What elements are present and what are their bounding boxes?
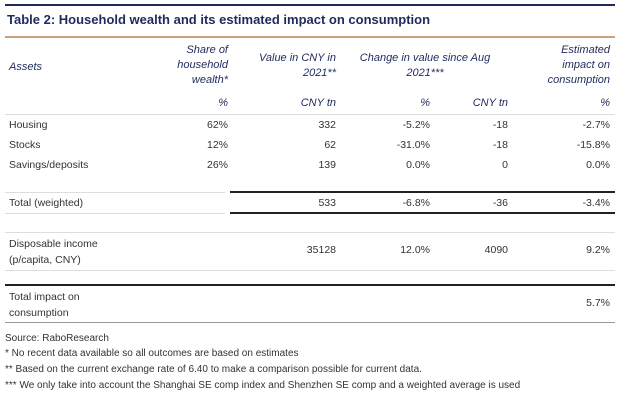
table-row: Housing 62% 332 -5.2% -18 -2.7%: [0, 119, 620, 135]
divider: [5, 232, 615, 233]
divider: [5, 270, 615, 271]
header-impact: Estimated impact on consumption: [548, 43, 610, 88]
row-label: Total impact on: [9, 291, 80, 303]
row-label: consumption: [9, 307, 69, 319]
footnote: * No recent data available so all outcom…: [5, 348, 299, 359]
unit: %: [600, 97, 610, 109]
cell: -36: [492, 197, 508, 209]
cell: -18: [492, 119, 508, 131]
unit: %: [218, 97, 228, 109]
total-bottom-rule: [230, 212, 615, 214]
total-top-rule: [230, 191, 615, 193]
header-share: Share of household wealth*: [177, 43, 228, 88]
cell: 5.7%: [586, 297, 610, 309]
unit: CNY tn: [300, 97, 336, 109]
cell: 26%: [206, 159, 228, 171]
cell: 0.0%: [586, 159, 610, 171]
units-row: % CNY tn % CNY tn %: [0, 96, 620, 112]
divider: [5, 213, 225, 214]
header-share-line: Share of: [186, 44, 228, 56]
header-change-line: Change in value since Aug: [359, 52, 491, 64]
total-impact-rule: [5, 284, 615, 286]
title-rule: [5, 36, 615, 38]
cell: 9.2%: [586, 244, 610, 256]
header-share-line: household: [177, 59, 228, 71]
income-label: Disposable income (p/capita, CNY): [9, 236, 98, 268]
divider: [5, 114, 615, 115]
row-label: Disposable income: [9, 238, 98, 250]
cell: -2.7%: [582, 119, 610, 131]
cell: -3.4%: [582, 197, 610, 209]
cell: -31.0%: [396, 139, 430, 151]
cell: 332: [318, 119, 336, 131]
header-impact-line: Estimated: [561, 44, 610, 56]
total-impact-row: 5.7%: [0, 297, 620, 313]
header-change-line: 2021***: [406, 67, 444, 79]
cell: 35128: [306, 244, 336, 256]
cell: -15.8%: [576, 139, 610, 151]
cell: 4090: [484, 244, 508, 256]
table-row: Stocks 12% 62 -31.0% -18 -15.8%: [0, 139, 620, 155]
header-impact-line: consumption: [547, 74, 610, 86]
footnote: ** Based on the current exchange rate of…: [5, 364, 422, 375]
header-change: Change in value since Aug 2021***: [342, 51, 508, 81]
row-label: Stocks: [9, 139, 41, 151]
footnote: *** We only take into account the Shangh…: [5, 380, 521, 391]
divider: [5, 322, 615, 323]
cell: 0: [502, 159, 508, 171]
header-assets: Assets: [9, 61, 43, 73]
top-rule: [5, 4, 615, 6]
cell: -5.2%: [402, 119, 430, 131]
unit: CNY tn: [472, 97, 508, 109]
header-impact-line: impact on: [562, 59, 610, 71]
total-impact-label: Total impact on consumption: [9, 289, 80, 321]
header-share-line: wealth*: [191, 74, 228, 86]
row-label: (p/capita, CNY): [9, 254, 81, 266]
row-label: Total (weighted): [9, 197, 84, 209]
header-value-line: Value in CNY in: [258, 52, 336, 64]
cell: 62: [324, 139, 336, 151]
row-label: Savings/deposits: [9, 159, 89, 171]
source-note: Source: RaboResearch: [5, 333, 109, 344]
row-label: Housing: [9, 119, 48, 131]
table-title: Table 2: Household wealth and its estima…: [7, 12, 431, 27]
cell: -6.8%: [402, 197, 430, 209]
cell: 62%: [206, 119, 228, 131]
header-value: Value in CNY in 2021**: [259, 51, 336, 81]
unit: %: [420, 97, 430, 109]
total-row: Total (weighted) 533 -6.8% -36 -3.4%: [0, 197, 620, 213]
divider: [5, 192, 225, 193]
cell: 12%: [206, 139, 228, 151]
header-value-line: 2021**: [302, 67, 336, 79]
table-row: Savings/deposits 26% 139 0.0% 0 0.0%: [0, 159, 620, 175]
cell: 0.0%: [406, 159, 430, 171]
cell: 139: [318, 159, 336, 171]
cell: 533: [318, 197, 336, 209]
cell: -18: [492, 139, 508, 151]
cell: 12.0%: [400, 244, 430, 256]
income-row: 35128 12.0% 4090 9.2%: [0, 244, 620, 260]
